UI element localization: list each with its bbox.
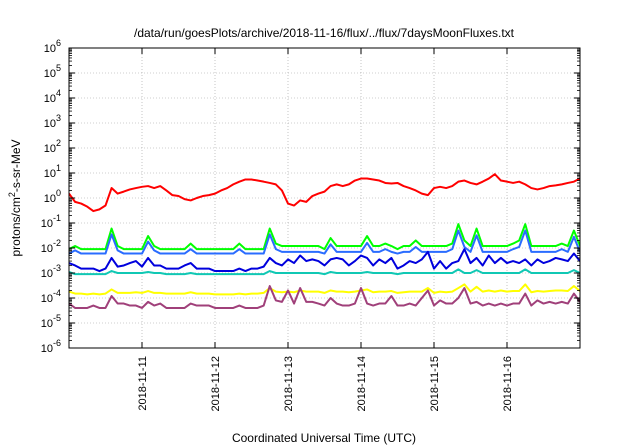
y-tick-label: 101 — [44, 163, 61, 180]
y-tick-label: 105 — [44, 63, 61, 80]
y-axis-label: protons/cm2-s-sr-MeV — [7, 139, 23, 256]
y-tick-label: 106 — [44, 38, 61, 55]
series-line-5 — [69, 268, 580, 276]
series-line-4 — [69, 248, 580, 273]
y-tick-label: 10-3 — [41, 263, 61, 280]
y-tick-label: 10-2 — [41, 238, 61, 255]
x-tick-label: 2018-11-11 — [137, 356, 149, 411]
series-layer — [69, 173, 580, 309]
x-axis-label: Coordinated Universal Time (UTC) — [232, 431, 416, 445]
series-line-6 — [69, 283, 580, 296]
chart-title: /data/run/goesPlots/archive/2018-11-16/f… — [134, 26, 515, 40]
y-tick-label: 104 — [44, 88, 61, 105]
y-tick-label: 102 — [44, 138, 61, 155]
y-axis-label-text: protons/cm2-s-sr-MeV — [7, 139, 23, 256]
x-tick-label: 2018-11-12 — [210, 356, 222, 411]
series-line-7 — [69, 285, 580, 309]
x-tick-label: 2018-11-13 — [283, 356, 295, 411]
y-tick-label: 103 — [44, 113, 61, 130]
y-tick-label: 10-1 — [41, 213, 61, 230]
y-tick-label: 100 — [44, 188, 61, 205]
y-tick-label: 10-4 — [41, 288, 61, 305]
series-line-1 — [69, 173, 580, 213]
x-tick-label: 2018-11-15 — [429, 356, 441, 411]
series-line-3 — [69, 229, 580, 255]
y-tick-label: 10-5 — [41, 313, 61, 330]
axis-ticks: 10-6 10-5 10-4 10-3 10-2 10-1 100 101 102 103 104 1… — [41, 38, 580, 411]
y-tick-label: 10-6 — [41, 338, 61, 355]
x-tick-label: 2018-11-16 — [502, 356, 514, 411]
x-tick-label: 2018-11-14 — [356, 356, 368, 411]
series-line-2 — [69, 223, 580, 251]
